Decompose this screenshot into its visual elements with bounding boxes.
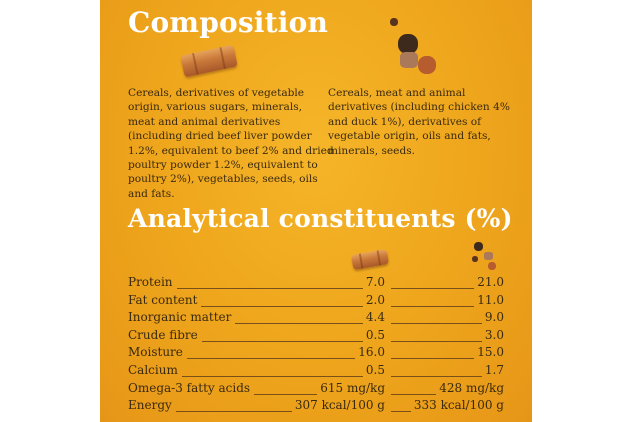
kibble-piece bbox=[398, 34, 418, 54]
sticks-value: 307 kcal/100 g bbox=[294, 398, 385, 413]
analytical-constituents-heading: Analytical constituents (%) bbox=[128, 204, 513, 233]
composition-line: and duck 1%), derivatives of bbox=[328, 115, 482, 128]
sticks-value: 615 mg/kg bbox=[320, 380, 385, 395]
sticks-value: 16.0 bbox=[358, 345, 385, 360]
constituent-label: Omega-3 fatty acids bbox=[128, 380, 251, 395]
dental-stick-icon bbox=[180, 44, 238, 78]
composition-line: poultry 2%), vegetables, seeds, oils bbox=[128, 173, 318, 186]
constituent-label: Energy bbox=[128, 398, 172, 413]
product-info-panel: Composition Cereals, derivatives of vege… bbox=[100, 0, 532, 422]
kibble-piece bbox=[390, 18, 398, 26]
kibble-value: 21.0 bbox=[477, 275, 504, 289]
constituent-row: Moisture 16.0 15.0 bbox=[128, 345, 508, 362]
leader-line bbox=[182, 376, 363, 377]
sticks-value: 7.0 bbox=[365, 275, 385, 289]
composition-line: minerals, seeds. bbox=[328, 144, 416, 157]
kibble-value: 333 kcal/100 g bbox=[413, 398, 504, 413]
leader-line bbox=[391, 358, 474, 360]
constituent-row: Omega-3 fatty acids 615 mg/kg 428 mg/kg bbox=[128, 381, 508, 398]
composition-line: and fats. bbox=[128, 187, 175, 200]
constituent-label: Fat content bbox=[128, 292, 198, 307]
sticks-value: 2.0 bbox=[365, 292, 385, 307]
constituent-label: Inorganic matter bbox=[128, 310, 232, 325]
kibble-value: 1.7 bbox=[484, 363, 504, 377]
kibble-piece bbox=[474, 242, 483, 251]
leader-line bbox=[391, 340, 482, 342]
composition-line: Cereals, derivatives of vegetable bbox=[128, 87, 305, 99]
kibble-piece bbox=[488, 262, 496, 270]
composition-line: poultry powder 1.2%, equivalent to bbox=[128, 159, 318, 172]
leader-line bbox=[391, 323, 482, 325]
leader-line bbox=[254, 393, 317, 395]
leader-line bbox=[391, 411, 411, 413]
kibble-piece bbox=[400, 52, 418, 68]
kibble-value: 428 mg/kg bbox=[439, 380, 504, 395]
constituent-label: Calcium bbox=[128, 363, 178, 377]
composition-line: meat and animal derivatives bbox=[128, 115, 281, 128]
leader-line bbox=[391, 288, 474, 289]
constituent-row: Calcium 0.5 1.7 bbox=[128, 363, 508, 380]
kibble-composition-text: Cereals, meat and animal derivatives (in… bbox=[328, 86, 514, 158]
kibble-value: 9.0 bbox=[484, 310, 504, 325]
dental-stick-icon bbox=[350, 248, 390, 271]
kibble-piece bbox=[484, 252, 493, 260]
constituent-row: Energy 307 kcal/100 g 333 kcal/100 g bbox=[128, 398, 508, 415]
composition-line: vegetable origin, oils and fats, bbox=[328, 130, 491, 143]
leader-line bbox=[201, 305, 363, 307]
composition-line: origin, various sugars, minerals, bbox=[128, 101, 303, 114]
kibble-piece bbox=[418, 56, 436, 74]
composition-line: (including dried beef liver powder bbox=[128, 130, 312, 143]
constituent-row: Inorganic matter 4.4 9.0 bbox=[128, 310, 508, 327]
leader-line bbox=[187, 358, 355, 360]
kibble-value: 11.0 bbox=[477, 292, 504, 307]
composition-line: derivatives (including chicken 4% bbox=[328, 101, 510, 114]
composition-line: Cereals, meat and animal bbox=[328, 87, 466, 99]
constituent-label: Crude fibre bbox=[128, 327, 198, 342]
leader-line bbox=[177, 288, 363, 289]
constituent-label: Protein bbox=[128, 275, 173, 289]
leader-line bbox=[176, 411, 292, 413]
leader-line bbox=[391, 376, 482, 377]
kibble-value: 15.0 bbox=[477, 345, 504, 360]
leader-line bbox=[391, 393, 436, 395]
sticks-composition-text: Cereals, derivatives of vegetable origin… bbox=[128, 86, 334, 201]
sticks-value: 0.5 bbox=[365, 363, 385, 377]
constituent-label: Moisture bbox=[128, 345, 183, 360]
constituent-row: Crude fibre 0.5 3.0 bbox=[128, 328, 508, 345]
composition-heading: Composition bbox=[128, 6, 329, 39]
kibble-piece bbox=[472, 256, 478, 262]
leader-line bbox=[202, 340, 363, 342]
constituent-row: Protein 7.0 21.0 bbox=[128, 275, 508, 292]
leader-line bbox=[235, 323, 363, 325]
constituent-row: Fat content 2.0 11.0 bbox=[128, 293, 508, 310]
sticks-value: 0.5 bbox=[365, 327, 385, 342]
composition-line: 1.2%, equivalent to beef 2% and dried bbox=[128, 144, 334, 157]
sticks-value: 4.4 bbox=[365, 310, 385, 325]
leader-line bbox=[391, 305, 474, 307]
kibble-value: 3.0 bbox=[484, 327, 504, 342]
